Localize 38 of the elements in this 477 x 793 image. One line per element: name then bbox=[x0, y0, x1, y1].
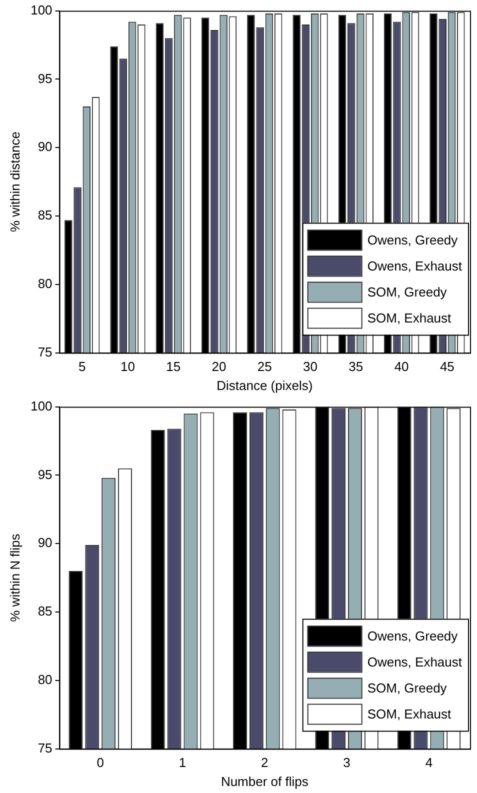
y-tick-label: 90 bbox=[38, 139, 52, 154]
y-axis-title: % within N flips bbox=[7, 533, 22, 622]
x-tick-label: 45 bbox=[440, 359, 454, 374]
y-tick-label: 85 bbox=[38, 604, 52, 619]
x-tick-label: 0 bbox=[96, 755, 104, 770]
legend-label: Owens, Greedy bbox=[367, 628, 458, 644]
x-tick-label: 5 bbox=[78, 359, 86, 374]
x-tick-label: 30 bbox=[303, 359, 318, 374]
legend-label: Owens, Exhaust bbox=[367, 258, 462, 274]
legend-label: SOM, Greedy bbox=[367, 680, 448, 696]
x-tick-label: 20 bbox=[212, 359, 226, 374]
series-label: SOM, Exhaust bbox=[367, 706, 452, 722]
x-tick-label: 35 bbox=[348, 359, 364, 374]
x-tick-label: 4 bbox=[425, 755, 433, 770]
y-tick-label: 85 bbox=[38, 208, 52, 223]
y-tick-label: 75 bbox=[38, 344, 52, 360]
y-tick-label: 100 bbox=[30, 2, 52, 18]
x-tick-label: 40 bbox=[394, 359, 409, 374]
y-tick-label: 95 bbox=[38, 70, 52, 86]
x-tick-label: 2 bbox=[261, 755, 268, 770]
x-tick-label: 25 bbox=[257, 359, 272, 374]
y-tick-label: 80 bbox=[38, 672, 52, 687]
y-axis-title: % within distance bbox=[7, 132, 22, 232]
x-tick-label: 15 bbox=[166, 359, 181, 374]
y-tick-label: 75 bbox=[38, 740, 52, 756]
legend-label: SOM, Greedy bbox=[367, 284, 448, 300]
y-tick-label: 90 bbox=[38, 535, 52, 550]
x-tick-label: 3 bbox=[343, 755, 350, 770]
legend-label: Owens, Greedy bbox=[367, 232, 458, 248]
x-axis-title: Number of flips bbox=[220, 774, 309, 789]
y-tick-label: 100 bbox=[30, 398, 52, 414]
x-tick-label: 1 bbox=[178, 755, 186, 770]
series-label: SOM, Exhaust bbox=[367, 310, 452, 326]
legend-label: Owens, Exhaust bbox=[367, 654, 462, 670]
y-tick-label: 95 bbox=[38, 466, 52, 482]
y-tick-label: 80 bbox=[38, 276, 52, 291]
x-tick-label: 10 bbox=[120, 359, 135, 374]
x-axis-title: Distance (pixels) bbox=[216, 378, 313, 393]
